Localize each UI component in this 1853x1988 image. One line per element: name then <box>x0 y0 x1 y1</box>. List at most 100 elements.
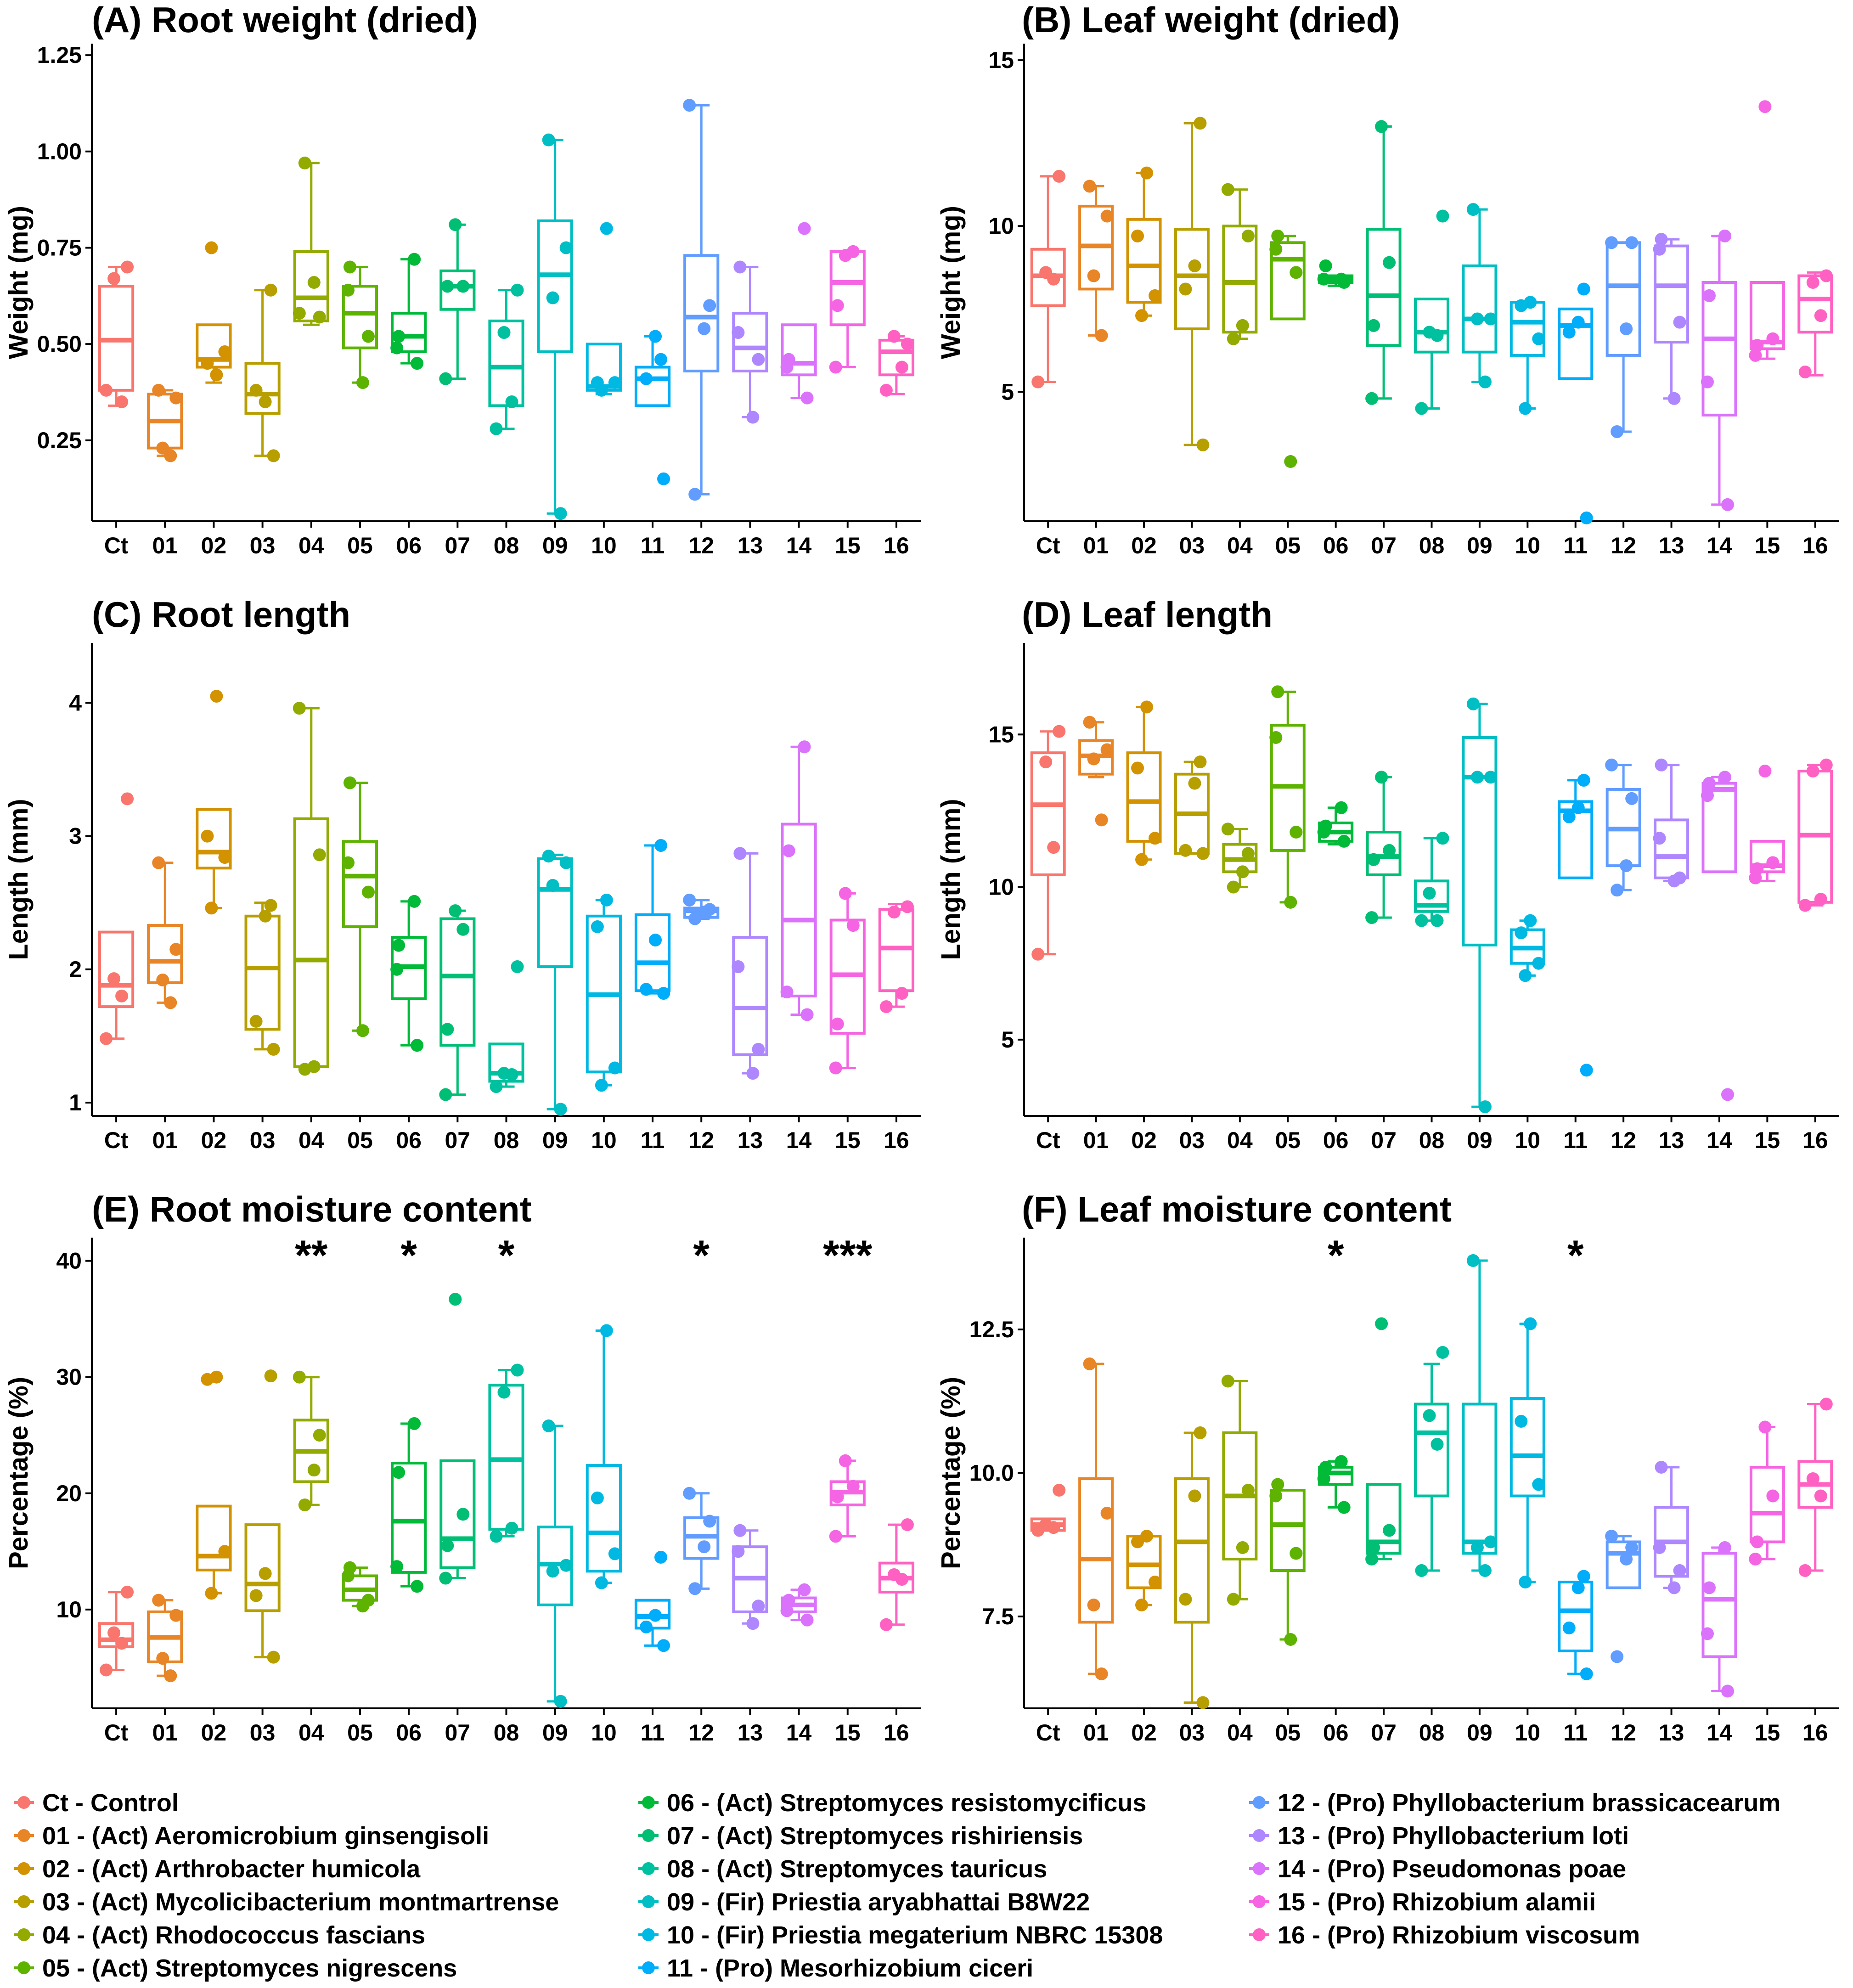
data-point <box>1415 1564 1428 1577</box>
data-point <box>1367 319 1380 332</box>
data-point <box>390 1560 404 1573</box>
data-point <box>1701 1627 1714 1640</box>
box-15 <box>1749 765 1785 884</box>
legend-key-point <box>1253 1862 1266 1875</box>
data-point <box>1087 269 1100 282</box>
data-point <box>1365 911 1379 924</box>
x-tick-label: Ct <box>104 1127 129 1153</box>
box-body <box>537 857 573 969</box>
data-point <box>1221 183 1234 196</box>
data-point <box>411 1580 424 1593</box>
legend-key-point <box>642 1862 655 1875</box>
x-tick-label: 10 <box>1515 1127 1541 1153</box>
data-point <box>1179 282 1192 296</box>
x-tick-label: 06 <box>1323 1720 1349 1746</box>
box-body <box>634 366 671 407</box>
data-point <box>554 1695 567 1708</box>
data-point <box>1580 511 1593 524</box>
data-point <box>732 1545 745 1558</box>
data-point <box>267 1650 280 1664</box>
data-point <box>169 1609 183 1622</box>
box-13 <box>732 847 768 1080</box>
data-point <box>542 850 555 863</box>
data-point <box>1290 1547 1303 1560</box>
data-point <box>1131 229 1144 242</box>
data-point <box>441 1023 454 1036</box>
x-tick-label: 08 <box>494 533 519 558</box>
y-tick-label: 5 <box>1001 1027 1014 1053</box>
box-body <box>1605 241 1641 357</box>
data-point <box>1365 392 1379 405</box>
data-point <box>1605 236 1618 249</box>
data-point <box>1083 1357 1096 1370</box>
box-01 <box>1078 1357 1114 1680</box>
box-body <box>1174 228 1210 331</box>
data-point <box>1335 801 1348 814</box>
data-point <box>782 353 795 366</box>
data-point <box>411 357 424 370</box>
box-16 <box>1797 269 1833 378</box>
panel-d-leaf-length: (D) Leaf length Length (mm) 5 10 15 Ct 01 02 03 0… <box>936 594 1839 1153</box>
data-point <box>1814 893 1827 906</box>
data-point <box>1751 339 1764 352</box>
data-point <box>1653 832 1666 845</box>
y-tick-label: 10 <box>988 213 1014 239</box>
box-04 <box>1221 183 1258 345</box>
legend-label: 12 - (Pro) Phyllobacterium brassicacearu… <box>1278 1789 1780 1817</box>
x-tick-label: Ct <box>1036 1127 1060 1153</box>
box-10 <box>1509 1317 1545 1588</box>
y-tick-label: 1.25 <box>37 42 82 68</box>
data-point <box>546 879 559 892</box>
data-point <box>657 472 670 485</box>
data-point <box>752 1599 765 1613</box>
data-point <box>798 740 811 754</box>
box-06 <box>390 253 427 370</box>
data-point <box>1466 203 1480 216</box>
data-point <box>1196 847 1210 860</box>
significance-marker: * <box>400 1232 417 1279</box>
legend-item-08: 08 - (Act) Streptomyces tauricus <box>638 1855 1047 1883</box>
panel-e-root-moisture-content: (E) Root moisture content Percentage (%) 1… <box>4 1189 921 1746</box>
x-tick-label: 10 <box>591 1720 617 1746</box>
box-body <box>1558 1581 1594 1652</box>
box-03 <box>244 283 281 462</box>
data-point <box>831 299 844 312</box>
data-point <box>1673 871 1686 884</box>
data-point <box>1470 771 1484 784</box>
panel-title: (A) Root weight (dried) <box>92 0 478 40</box>
box-02 <box>196 241 232 384</box>
legend-key-point <box>642 1961 655 1974</box>
data-point <box>1319 259 1332 272</box>
data-point <box>1667 392 1681 405</box>
data-point <box>390 341 404 355</box>
data-point <box>115 989 129 1002</box>
x-tick-label: 09 <box>542 533 568 558</box>
box-16 <box>878 1518 915 1631</box>
data-point <box>782 1594 795 1607</box>
x-tick-label: Ct <box>1036 533 1060 558</box>
data-point <box>408 895 421 908</box>
data-point <box>411 1039 424 1052</box>
box-11 <box>1558 1570 1594 1680</box>
legend-label: Ct - Control <box>42 1789 179 1817</box>
data-point <box>1478 375 1492 389</box>
data-point <box>361 330 375 343</box>
data-point <box>542 1419 555 1432</box>
data-point <box>1466 1254 1480 1267</box>
x-tick-label: 04 <box>1227 1127 1253 1153</box>
data-point <box>1140 700 1154 714</box>
data-point <box>511 283 524 297</box>
box-body <box>1462 264 1498 354</box>
data-point <box>831 1490 844 1504</box>
x-tick-label: 05 <box>1275 1720 1301 1746</box>
x-tick-label: 07 <box>445 533 471 558</box>
x-tick-label: Ct <box>1036 1720 1060 1746</box>
data-point <box>1611 425 1624 438</box>
legend-key-point <box>17 1829 30 1842</box>
box-16 <box>1797 1397 1833 1577</box>
x-tick-label: 02 <box>201 1720 227 1746</box>
data-point <box>1470 1541 1484 1554</box>
data-point <box>688 488 702 501</box>
data-point <box>1135 309 1149 322</box>
box-body <box>1462 736 1498 946</box>
